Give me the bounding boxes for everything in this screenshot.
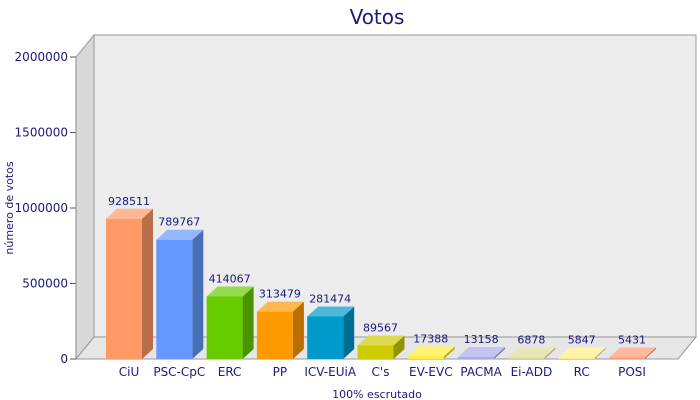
category-label: C's [372,365,390,379]
left-wall [75,33,95,361]
data-label: 17388 [413,332,448,345]
bar-front [558,357,595,359]
category-label: EV-EVC [409,365,453,379]
data-label: 13158 [464,333,499,346]
bar-top [357,335,405,346]
data-label: 6878 [517,334,545,347]
bar-side [645,347,656,359]
bars: 928511 789767 414067 313479 281474 89567 17388… [106,195,656,359]
chart-title: Votos [350,5,405,29]
y-tick-label: 1000000 [15,201,68,215]
x-axis-title: 100% escrutado [332,388,422,400]
bar-side [242,286,254,359]
category-label: RC [574,365,590,379]
bar-top [156,229,204,240]
y-tick-label: 500000 [22,277,68,291]
bar-top [206,286,254,297]
bar-top [558,347,606,358]
bar-side [292,301,304,359]
bar [407,346,455,359]
category-label: ERC [218,365,242,379]
bar-side [393,335,405,359]
data-label: 313479 [259,288,301,301]
y-axis: 0 500000 1000000 1500000 2000000 [15,50,77,366]
bar-top [256,301,304,312]
bar-front [307,316,344,359]
bar-front [458,357,495,359]
bar [106,208,153,359]
y-tick-label: 2000000 [15,50,68,64]
data-label: 89567 [363,321,398,334]
category-label: PACMA [460,365,502,379]
bar-side [142,208,153,359]
bar [458,347,506,359]
bar-top [609,347,656,358]
bar-side [443,346,455,359]
bar-front [407,356,444,359]
bar-side [544,347,556,359]
data-label: 5847 [568,334,596,347]
bar [156,229,204,359]
bar [609,347,656,359]
data-label: 928511 [108,195,150,208]
data-label: 5431 [618,334,646,347]
category-label: PP [273,365,287,379]
category-labels: CiU PSC-CpC ERC PP ICV-EUiA C's EV-EVC PACMA Ei-… [119,365,646,379]
y-tick-label: 0 [60,352,68,366]
bar-side [494,347,506,359]
category-label: Ei-ADD [511,365,553,379]
bar [508,347,556,359]
bar-side [192,229,204,359]
category-label: POSI [618,365,646,379]
bar-top [407,346,455,357]
bar-front [106,218,142,359]
y-tick-label: 1500000 [15,126,68,140]
bar-front [206,296,243,359]
bar-front [508,357,545,359]
bar-top [106,208,153,219]
data-label: 789767 [158,216,200,229]
category-label: ICV-EUiA [304,365,356,379]
bar-top [307,306,355,317]
bar-top [458,347,506,358]
bar-front [357,345,394,359]
bar-side [594,347,606,359]
bar [558,347,606,359]
bar-front [156,239,193,359]
data-label: 414067 [209,272,251,285]
bar [256,301,304,359]
bar-side [343,306,355,359]
y-axis-title: número de votos [3,161,16,254]
category-label: PSC-CpC [153,365,205,379]
bar [307,306,355,359]
bar-front [256,311,293,359]
bar [206,286,254,359]
bar-front [609,357,645,359]
data-label: 281474 [309,292,351,305]
category-label: CiU [119,365,140,379]
bar-top [508,347,556,358]
bar [357,335,405,359]
